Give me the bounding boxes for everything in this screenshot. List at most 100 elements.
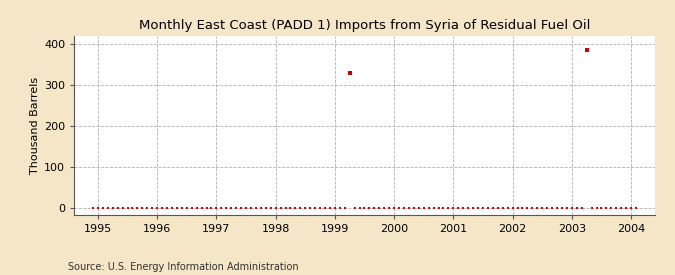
Point — [137, 206, 148, 211]
Point — [532, 206, 543, 211]
Point — [472, 206, 483, 211]
Y-axis label: Thousand Barrels: Thousand Barrels — [30, 76, 40, 174]
Point — [196, 206, 207, 211]
Point — [340, 206, 350, 211]
Point — [630, 206, 641, 211]
Point — [127, 206, 138, 211]
Point — [275, 206, 286, 211]
Point — [483, 206, 493, 211]
Title: Monthly East Coast (PADD 1) Imports from Syria of Residual Fuel Oil: Monthly East Coast (PADD 1) Imports from… — [139, 19, 590, 32]
Point — [132, 206, 143, 211]
Point — [236, 206, 246, 211]
Point — [384, 206, 395, 211]
Point — [562, 206, 572, 211]
Point — [601, 206, 612, 211]
Point — [581, 48, 592, 52]
Point — [438, 206, 449, 211]
Point — [147, 206, 158, 211]
Point — [394, 206, 404, 211]
Point — [502, 206, 513, 211]
Point — [487, 206, 498, 211]
Point — [463, 206, 474, 211]
Point — [537, 206, 547, 211]
Point — [305, 206, 316, 211]
Point — [522, 206, 533, 211]
Point — [453, 206, 464, 211]
Point — [359, 206, 370, 211]
Point — [354, 206, 365, 211]
Point — [334, 206, 345, 211]
Point — [250, 206, 261, 211]
Point — [231, 206, 242, 211]
Point — [152, 206, 163, 211]
Point — [162, 206, 173, 211]
Point — [117, 206, 128, 211]
Point — [112, 206, 123, 211]
Point — [176, 206, 187, 211]
Point — [626, 206, 637, 211]
Point — [399, 206, 410, 211]
Point — [157, 206, 167, 211]
Point — [103, 206, 113, 211]
Point — [246, 206, 256, 211]
Point — [142, 206, 153, 211]
Point — [596, 206, 607, 211]
Point — [364, 206, 375, 211]
Point — [295, 206, 306, 211]
Point — [551, 206, 562, 211]
Point — [571, 206, 582, 211]
Point — [576, 206, 587, 211]
Point — [591, 206, 602, 211]
Point — [201, 206, 212, 211]
Point — [221, 206, 232, 211]
Point — [171, 206, 182, 211]
Point — [616, 206, 626, 211]
Point — [226, 206, 237, 211]
Point — [423, 206, 434, 211]
Point — [458, 206, 468, 211]
Text: Source: U.S. Energy Information Administration: Source: U.S. Energy Information Administ… — [68, 262, 298, 272]
Point — [611, 206, 622, 211]
Point — [507, 206, 518, 211]
Point — [325, 206, 335, 211]
Point — [517, 206, 528, 211]
Point — [408, 206, 419, 211]
Point — [329, 206, 340, 211]
Point — [97, 206, 108, 211]
Point — [621, 206, 632, 211]
Point — [404, 206, 414, 211]
Point — [319, 206, 330, 211]
Point — [606, 206, 617, 211]
Point — [88, 206, 99, 211]
Point — [448, 206, 459, 211]
Point — [556, 206, 567, 211]
Point — [443, 206, 454, 211]
Point — [285, 206, 296, 211]
Point — [270, 206, 281, 211]
Point — [468, 206, 479, 211]
Point — [300, 206, 310, 211]
Point — [216, 206, 227, 211]
Point — [389, 206, 400, 211]
Point — [107, 206, 118, 211]
Point — [418, 206, 429, 211]
Point — [547, 206, 558, 211]
Point — [492, 206, 503, 211]
Point — [497, 206, 508, 211]
Point — [240, 206, 251, 211]
Point — [280, 206, 291, 211]
Point — [344, 70, 355, 75]
Point — [566, 206, 577, 211]
Point — [586, 206, 597, 211]
Point — [413, 206, 424, 211]
Point — [206, 206, 217, 211]
Point — [122, 206, 133, 211]
Point — [211, 206, 222, 211]
Point — [182, 206, 192, 211]
Point — [349, 206, 360, 211]
Point — [167, 206, 178, 211]
Point — [379, 206, 389, 211]
Point — [92, 206, 103, 211]
Point — [428, 206, 439, 211]
Point — [191, 206, 202, 211]
